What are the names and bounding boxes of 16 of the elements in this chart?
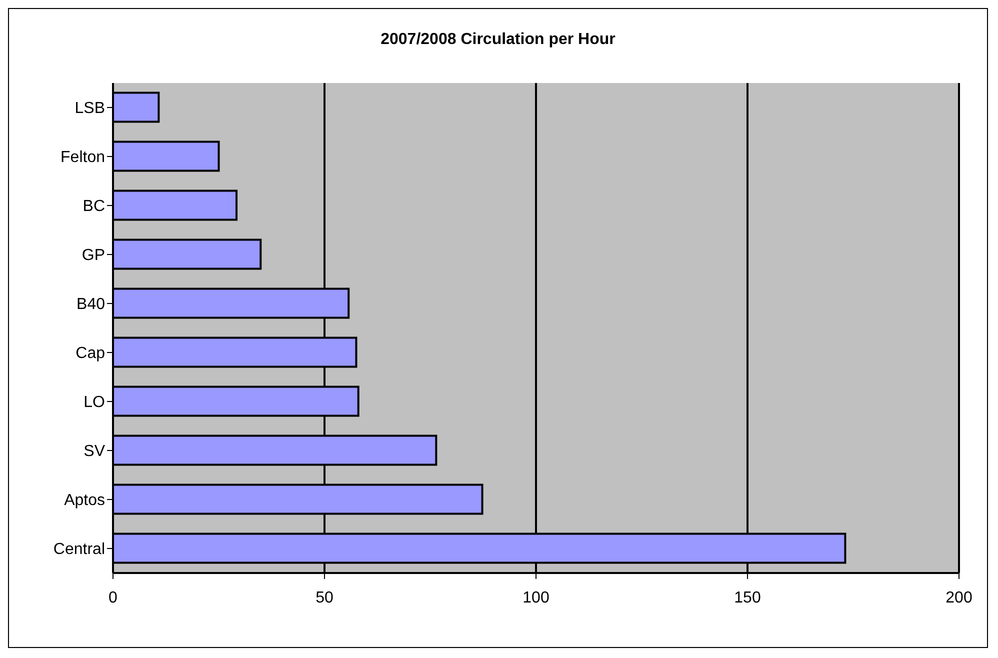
y-tick-label: Felton bbox=[60, 149, 105, 166]
y-tick-label: Central bbox=[53, 541, 105, 558]
y-tick-label: LSB bbox=[74, 100, 105, 118]
x-tick-label: 200 bbox=[946, 589, 972, 606]
x-tick-label: 0 bbox=[108, 589, 118, 606]
chart-title: 2007/2008 Circulation per Hour bbox=[380, 31, 616, 49]
x-tick-label: 50 bbox=[316, 589, 334, 606]
x-tick-label: 150 bbox=[734, 589, 761, 606]
y-tick-label: SV bbox=[84, 443, 106, 460]
y-tick-label: LO bbox=[84, 394, 105, 412]
y-tick-label: BC bbox=[82, 198, 105, 216]
y-tick-label: Aptos bbox=[64, 492, 105, 510]
x-tick-label: 100 bbox=[522, 589, 550, 606]
y-tick-label: B40 bbox=[76, 296, 106, 314]
y-tick-label: GP bbox=[82, 247, 105, 264]
y-tick-label: Cap bbox=[76, 345, 106, 362]
